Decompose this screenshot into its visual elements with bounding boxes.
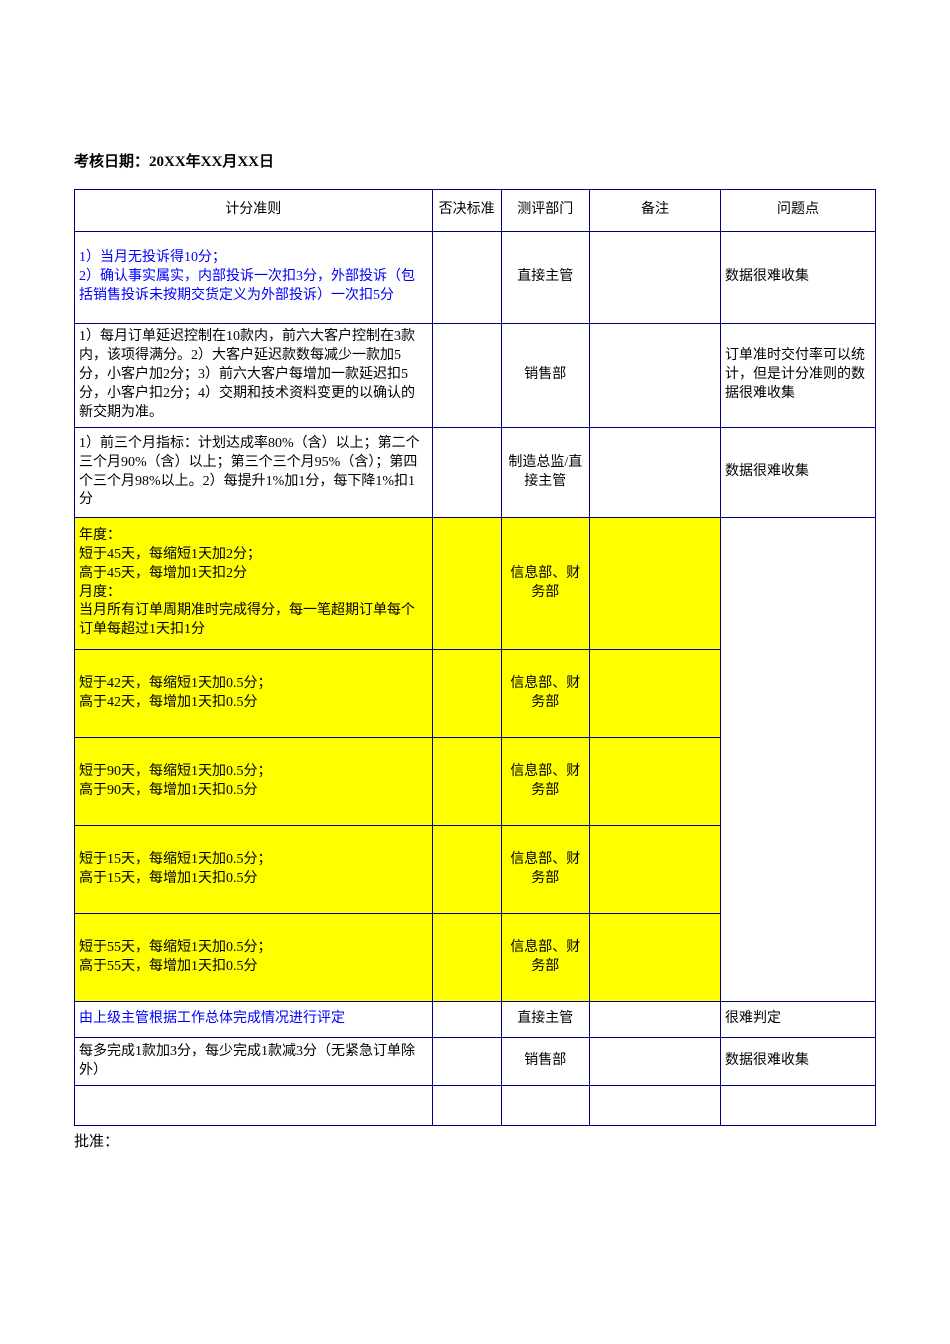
dept-cell: 直接主管 bbox=[501, 232, 589, 324]
table-row bbox=[75, 1086, 876, 1126]
col-veto: 否决标准 bbox=[432, 190, 501, 232]
issue-cell: 订单准时交付率可以统计，但是计分准则的数据很难收集 bbox=[721, 324, 876, 428]
veto-cell bbox=[432, 428, 501, 518]
veto-cell bbox=[432, 1038, 501, 1086]
rule-cell: 短于15天，每缩短1天加0.5分； 高于15天，每增加1天扣0.5分 bbox=[75, 826, 433, 914]
veto-cell bbox=[432, 738, 501, 826]
issue-cell bbox=[721, 1086, 876, 1126]
note-cell bbox=[589, 324, 720, 428]
table-row: 年度： 短于45天，每缩短1天加2分； 高于45天，每增加1天扣2分 月度： 当… bbox=[75, 518, 876, 650]
dept-cell bbox=[501, 1086, 589, 1126]
veto-cell bbox=[432, 232, 501, 324]
kpi-table: 计分准则 否决标准 测评部门 备注 问题点 1）当月无投诉得10分； 2）确认事… bbox=[74, 189, 876, 1126]
col-issue: 问题点 bbox=[721, 190, 876, 232]
rule-cell: 1）每月订单延迟控制在10款内，前六大客户控制在3款内，该项得满分。2）大客户延… bbox=[75, 324, 433, 428]
rule-cell bbox=[75, 1086, 433, 1126]
dept-cell: 信息部、财务部 bbox=[501, 738, 589, 826]
veto-cell bbox=[432, 650, 501, 738]
note-cell bbox=[589, 826, 720, 914]
dept-cell: 直接主管 bbox=[501, 1002, 589, 1038]
table-row: 1）前三个月指标：计划达成率80%（含）以上；第二个三个月90%（含）以上；第三… bbox=[75, 428, 876, 518]
dept-cell: 信息部、财务部 bbox=[501, 914, 589, 1002]
note-cell bbox=[589, 428, 720, 518]
rule-cell: 每多完成1款加3分，每少完成1款减3分（无紧急订单除外） bbox=[75, 1038, 433, 1086]
table-row: 1）当月无投诉得10分； 2）确认事实属实，内部投诉一次扣3分，外部投诉（包括销… bbox=[75, 232, 876, 324]
rule-cell: 年度： 短于45天，每缩短1天加2分； 高于45天，每增加1天扣2分 月度： 当… bbox=[75, 518, 433, 650]
veto-cell bbox=[432, 914, 501, 1002]
veto-cell bbox=[432, 518, 501, 650]
veto-cell bbox=[432, 1002, 501, 1038]
rule-cell: 短于55天，每缩短1天加0.5分； 高于55天，每增加1天扣0.5分 bbox=[75, 914, 433, 1002]
issue-cell: 数据很难收集 bbox=[721, 232, 876, 324]
veto-cell bbox=[432, 1086, 501, 1126]
table-row: 由上级主管根据工作总体完成情况进行评定 直接主管 很难判定 bbox=[75, 1002, 876, 1038]
issue-cell bbox=[721, 518, 876, 1002]
note-cell bbox=[589, 232, 720, 324]
col-note: 备注 bbox=[589, 190, 720, 232]
dept-cell: 信息部、财务部 bbox=[501, 650, 589, 738]
note-cell bbox=[589, 650, 720, 738]
rule-cell: 由上级主管根据工作总体完成情况进行评定 bbox=[75, 1002, 433, 1038]
note-cell bbox=[589, 914, 720, 1002]
assessment-date: 考核日期：20XX年XX月XX日 bbox=[74, 150, 876, 171]
note-cell bbox=[589, 1086, 720, 1126]
note-cell bbox=[589, 518, 720, 650]
dept-cell: 信息部、财务部 bbox=[501, 518, 589, 650]
issue-cell: 数据很难收集 bbox=[721, 428, 876, 518]
dept-cell: 制造总监/直接主管 bbox=[501, 428, 589, 518]
dept-cell: 销售部 bbox=[501, 324, 589, 428]
veto-cell bbox=[432, 826, 501, 914]
rule-cell: 短于90天，每缩短1天加0.5分； 高于90天，每增加1天扣0.5分 bbox=[75, 738, 433, 826]
table-row: 每多完成1款加3分，每少完成1款减3分（无紧急订单除外） 销售部 数据很难收集 bbox=[75, 1038, 876, 1086]
note-cell bbox=[589, 1002, 720, 1038]
rule-cell: 1）当月无投诉得10分； 2）确认事实属实，内部投诉一次扣3分，外部投诉（包括销… bbox=[75, 232, 433, 324]
col-dept: 测评部门 bbox=[501, 190, 589, 232]
rule-cell: 1）前三个月指标：计划达成率80%（含）以上；第二个三个月90%（含）以上；第三… bbox=[75, 428, 433, 518]
dept-cell: 销售部 bbox=[501, 1038, 589, 1086]
table-row: 1）每月订单延迟控制在10款内，前六大客户控制在3款内，该项得满分。2）大客户延… bbox=[75, 324, 876, 428]
table-header-row: 计分准则 否决标准 测评部门 备注 问题点 bbox=[75, 190, 876, 232]
document-page: 考核日期：20XX年XX月XX日 计分准则 否决标准 测评部门 备注 问题点 1… bbox=[0, 0, 950, 1191]
col-rule: 计分准则 bbox=[75, 190, 433, 232]
approval-label: 批准： bbox=[74, 1130, 876, 1151]
issue-cell: 很难判定 bbox=[721, 1002, 876, 1038]
issue-cell: 数据很难收集 bbox=[721, 1038, 876, 1086]
note-cell bbox=[589, 738, 720, 826]
dept-cell: 信息部、财务部 bbox=[501, 826, 589, 914]
rule-cell: 短于42天，每缩短1天加0.5分； 高于42天，每增加1天扣0.5分 bbox=[75, 650, 433, 738]
veto-cell bbox=[432, 324, 501, 428]
note-cell bbox=[589, 1038, 720, 1086]
